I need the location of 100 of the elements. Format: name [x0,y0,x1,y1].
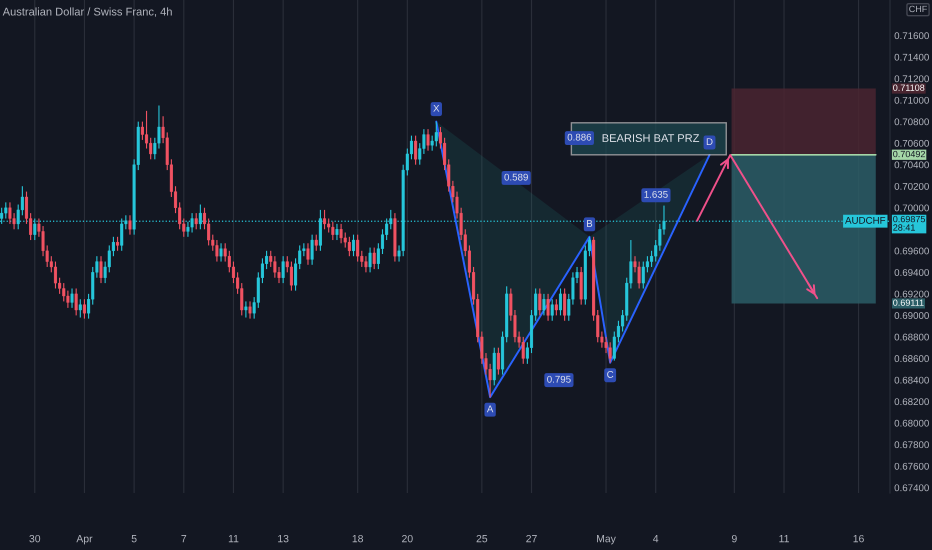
text: 0.69875 28:41 [893,216,926,231]
ref-line-label: 0.70492 [893,150,925,158]
candlestick [128,214,132,236]
x-tick-label: Apr [76,535,92,544]
y-tick-label: 0.69600 [894,248,929,254]
x-tick-label: 11 [228,535,238,542]
candlestick [368,247,372,273]
candlestick [414,135,418,166]
annotation: 1.635 [644,190,668,198]
candlestick [314,234,318,252]
candlestick [54,261,58,290]
candlestick [496,347,500,376]
x-tick-label: 7 [181,535,186,542]
text: Australian Dollar / Swiss Franc, 4h [2,7,172,17]
candlestick [194,212,198,230]
y-tick-label: 0.70200 [894,182,929,190]
y-tick-label: 0.71400 [894,54,929,61]
candlestick [522,336,525,364]
candlestick [140,121,144,140]
y-tick-label: 0.68200 [894,398,929,406]
y-tick-label: 0.70400 [894,161,929,168]
candlestick [608,342,612,364]
y-tick-label: 0.68000 [894,420,929,427]
x-tick-label: 13 [278,534,288,542]
x-tick-label: 18 [352,534,363,542]
candlestick [426,128,430,152]
y-tick-label: 0.68800 [894,334,929,341]
y-tick-label: 0.71600 [894,32,929,40]
candlestick [542,293,546,316]
candlestick [538,288,542,316]
annotation: B [587,220,592,227]
candlestick [554,298,558,316]
candlestick [340,223,343,244]
candlestick [327,218,330,234]
candlestick [323,209,326,230]
band-label: 0.71108 [893,84,924,91]
candlestick [4,202,8,220]
x-tick-label: 9 [732,534,737,542]
y-tick-label: 0.68400 [894,376,929,384]
x-tick-label: 20 [402,534,413,542]
candlestick [430,135,434,152]
y-tick-label: 0.71000 [894,96,929,104]
candlestick [352,234,356,257]
x-tick-label: 16 [854,534,864,542]
y-tick-label: 0.70600 [894,140,929,147]
y-tick-label: 0.71200 [894,75,929,82]
candlestick [364,256,368,273]
candlestick [99,256,103,284]
candlestick [642,261,645,290]
text: CHF [909,6,927,12]
annotation: BEARISH BAT PRZ [602,134,700,142]
y-tick-label: 0.70800 [894,118,929,126]
candlestick [82,298,86,320]
candlestick [434,121,438,147]
x-tick-label: 11 [779,535,789,542]
ref-line-label: AUDCHF [845,216,886,224]
y-tick-label: 0.67600 [894,462,929,470]
y-tick-label: 0.67800 [894,441,929,448]
annotation: D [706,138,713,146]
candlestick [310,234,314,266]
candlestick [74,288,78,316]
candlestick [215,239,218,262]
y-tick-label: 0.69400 [894,269,929,276]
y-tick-label: 0.68600 [894,355,929,362]
candlestick [70,288,74,308]
candlestick [331,221,334,241]
candlestick [244,300,248,318]
candlestick [248,300,252,320]
annotation: C [607,370,614,378]
x-tick-label: 4 [653,535,658,542]
candlestick [638,261,641,290]
candlestick [62,282,66,302]
candlestick [8,202,12,224]
x-tick-label: 27 [526,534,537,542]
candlestick [335,223,338,241]
candlestick [78,298,82,318]
annotation: 0.886 [568,134,592,141]
candlestick [344,232,347,248]
annotation: 0.589 [504,174,528,181]
y-tick-label: 0.67400 [894,484,929,492]
candlestick [546,293,550,322]
band-label: 0.69111 [893,299,924,306]
x-tick-label: May [597,535,616,544]
candlestick [306,242,310,266]
y-tick-label: 0.69200 [894,290,929,298]
candlestick [550,298,554,322]
candlestick [220,242,223,262]
candlestick [116,236,120,252]
x-tick-label: 30 [29,534,40,542]
annotation: 0.795 [547,376,571,383]
annotation: A [486,406,494,412]
x-tick-label: 5 [132,535,137,542]
candlestick [282,256,285,284]
candlestick [290,261,293,292]
candlestick [563,288,566,322]
candlestick [348,236,351,257]
candlestick [149,137,152,160]
x-tick-label: 25 [476,534,488,542]
y-tick-label: 0.70000 [894,204,929,212]
candlestick [558,288,562,316]
